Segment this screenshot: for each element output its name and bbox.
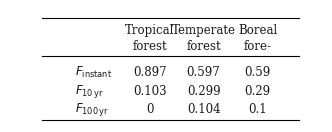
Text: 0.59: 0.59 [244,66,271,79]
Text: 0.103: 0.103 [133,85,166,98]
Text: $F_{\rm 10\,yr}$: $F_{\rm 10\,yr}$ [75,82,104,100]
Text: 0.1: 0.1 [248,103,267,116]
Text: 0.597: 0.597 [187,66,220,79]
Text: Temperate
forest: Temperate forest [172,24,236,53]
Text: 0: 0 [146,103,153,116]
Text: $F_{\rm instant}$: $F_{\rm instant}$ [75,65,112,80]
Text: 0.897: 0.897 [133,66,166,79]
Text: 0.29: 0.29 [245,85,271,98]
Text: 0.104: 0.104 [187,103,220,116]
Text: 0.299: 0.299 [187,85,220,98]
Text: Tropical
forest: Tropical forest [125,24,174,53]
Text: $F_{\rm 100\,yr}$: $F_{\rm 100\,yr}$ [75,101,109,118]
Text: Boreal
fore-: Boreal fore- [238,24,277,53]
